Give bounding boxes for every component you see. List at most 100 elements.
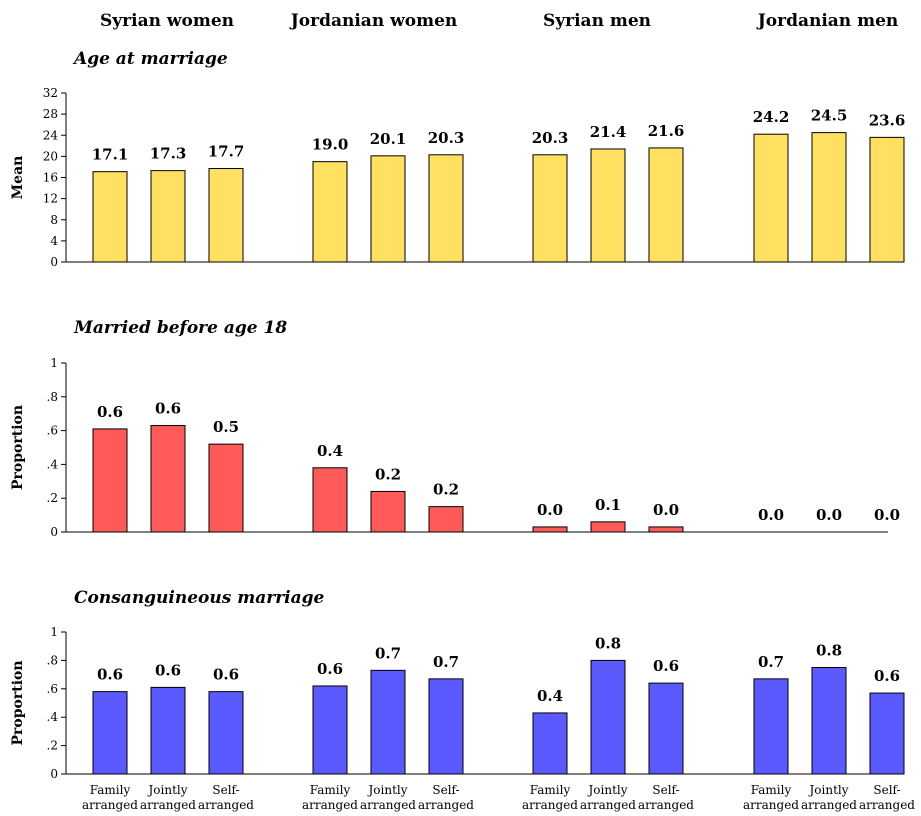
y-tick-label: 20 [43, 149, 58, 163]
x-category-label: arranged [140, 798, 196, 812]
data-label: 0.0 [874, 506, 900, 524]
data-label: 0.7 [375, 644, 401, 662]
data-label: 0.1 [595, 496, 621, 514]
data-label: 0.0 [758, 506, 784, 524]
y-tick-label: .6 [47, 682, 58, 696]
x-category-label: Self- [432, 783, 459, 797]
panel-title: Married before age 18 [73, 318, 287, 338]
data-label: 0.0 [816, 506, 842, 524]
x-category-label: Family [90, 783, 131, 797]
group-header-4: Jordanian men [756, 11, 899, 31]
y-tick-label: .2 [47, 739, 58, 753]
y-tick-label: 12 [43, 192, 58, 206]
bar [150, 686, 186, 775]
y-tick-label: .4 [47, 710, 59, 724]
data-label: 17.3 [150, 145, 187, 163]
group-header-3: Syrian men [543, 11, 651, 31]
bar [811, 132, 847, 263]
x-category-label: arranged [302, 798, 358, 812]
data-label: 0.0 [653, 501, 679, 519]
x-category-label: Family [751, 783, 792, 797]
data-label: 0.6 [97, 666, 123, 684]
data-label: 17.1 [92, 146, 129, 164]
x-category-label: arranged [418, 798, 474, 812]
data-label: 0.5 [213, 418, 239, 436]
panel-2: Married before age 18Proportion0.2.4.6.8… [10, 318, 900, 539]
data-label: 0.2 [375, 465, 401, 483]
data-label: 0.6 [155, 661, 181, 679]
data-label: 0.4 [317, 442, 343, 460]
x-category-label: arranged [522, 798, 578, 812]
data-label: 19.0 [312, 136, 349, 154]
x-category-label: arranged [638, 798, 694, 812]
data-label: 0.6 [317, 660, 343, 678]
y-tick-label: 16 [43, 171, 58, 185]
group-header-2: Jordanian women [289, 11, 458, 31]
y-tick-label: 4 [50, 234, 58, 248]
y-tick-label: 24 [43, 128, 59, 142]
y-tick-label: 0 [50, 767, 58, 781]
data-label: 21.4 [590, 123, 627, 141]
bar [428, 154, 464, 263]
data-label: 21.6 [648, 122, 685, 140]
bar [590, 148, 626, 263]
data-label: 0.8 [816, 642, 842, 660]
data-label: 0.6 [97, 403, 123, 421]
bar [312, 685, 348, 775]
x-category-label: Self- [212, 783, 239, 797]
bar [753, 678, 789, 775]
x-category-label: arranged [743, 798, 799, 812]
y-tick-label: .8 [47, 653, 58, 667]
panel-3: Consanguineous marriage Proportion 0 .2 .4 .6… [10, 588, 905, 781]
y-axis-label: Proportion [10, 660, 26, 745]
y-tick-label: 32 [43, 86, 58, 100]
panel-title: Age at marriage [72, 49, 228, 69]
data-label: 0.7 [433, 653, 459, 671]
data-label: 20.1 [370, 130, 407, 148]
bar [532, 154, 568, 263]
y-tick-label: .4 [47, 457, 59, 471]
bar [428, 678, 464, 775]
bar [208, 168, 244, 263]
bar [92, 428, 128, 533]
y-tick-label: 1 [50, 356, 58, 370]
bar [428, 506, 464, 533]
bar [370, 490, 406, 533]
bar [92, 171, 128, 263]
data-label: 24.5 [811, 107, 848, 125]
data-label: 17.7 [208, 143, 245, 161]
data-label: 0.6 [155, 400, 181, 418]
bar [753, 133, 789, 263]
data-label: 0.6 [653, 657, 679, 675]
bar [312, 467, 348, 533]
data-label: 0.0 [537, 501, 563, 519]
data-label: 24.2 [753, 108, 790, 126]
bar [370, 155, 406, 263]
x-category-label: Jointly [807, 783, 848, 797]
x-category-label: Family [310, 783, 351, 797]
group-header-1: Syrian women [100, 11, 234, 31]
bar [590, 521, 626, 533]
data-label: 20.3 [532, 129, 569, 147]
bar [92, 691, 128, 775]
x-category-label: Self- [652, 783, 679, 797]
bar [869, 692, 905, 775]
bar [532, 526, 568, 533]
x-category-label: arranged [801, 798, 857, 812]
y-axis-label: Proportion [10, 405, 26, 490]
data-label: 0.4 [537, 687, 563, 705]
y-tick-label: .6 [47, 424, 58, 438]
bar [869, 136, 905, 263]
x-category-label: Self- [873, 783, 900, 797]
y-tick-label: 28 [43, 107, 58, 121]
bar [208, 443, 244, 533]
x-category-label: Jointly [586, 783, 627, 797]
x-category-label: arranged [82, 798, 138, 812]
data-label: 0.6 [874, 667, 900, 685]
bar [150, 170, 186, 263]
data-label: 0.6 [213, 666, 239, 684]
x-category-label: Jointly [366, 783, 407, 797]
y-tick-label: 8 [50, 213, 58, 227]
bar [648, 526, 684, 533]
